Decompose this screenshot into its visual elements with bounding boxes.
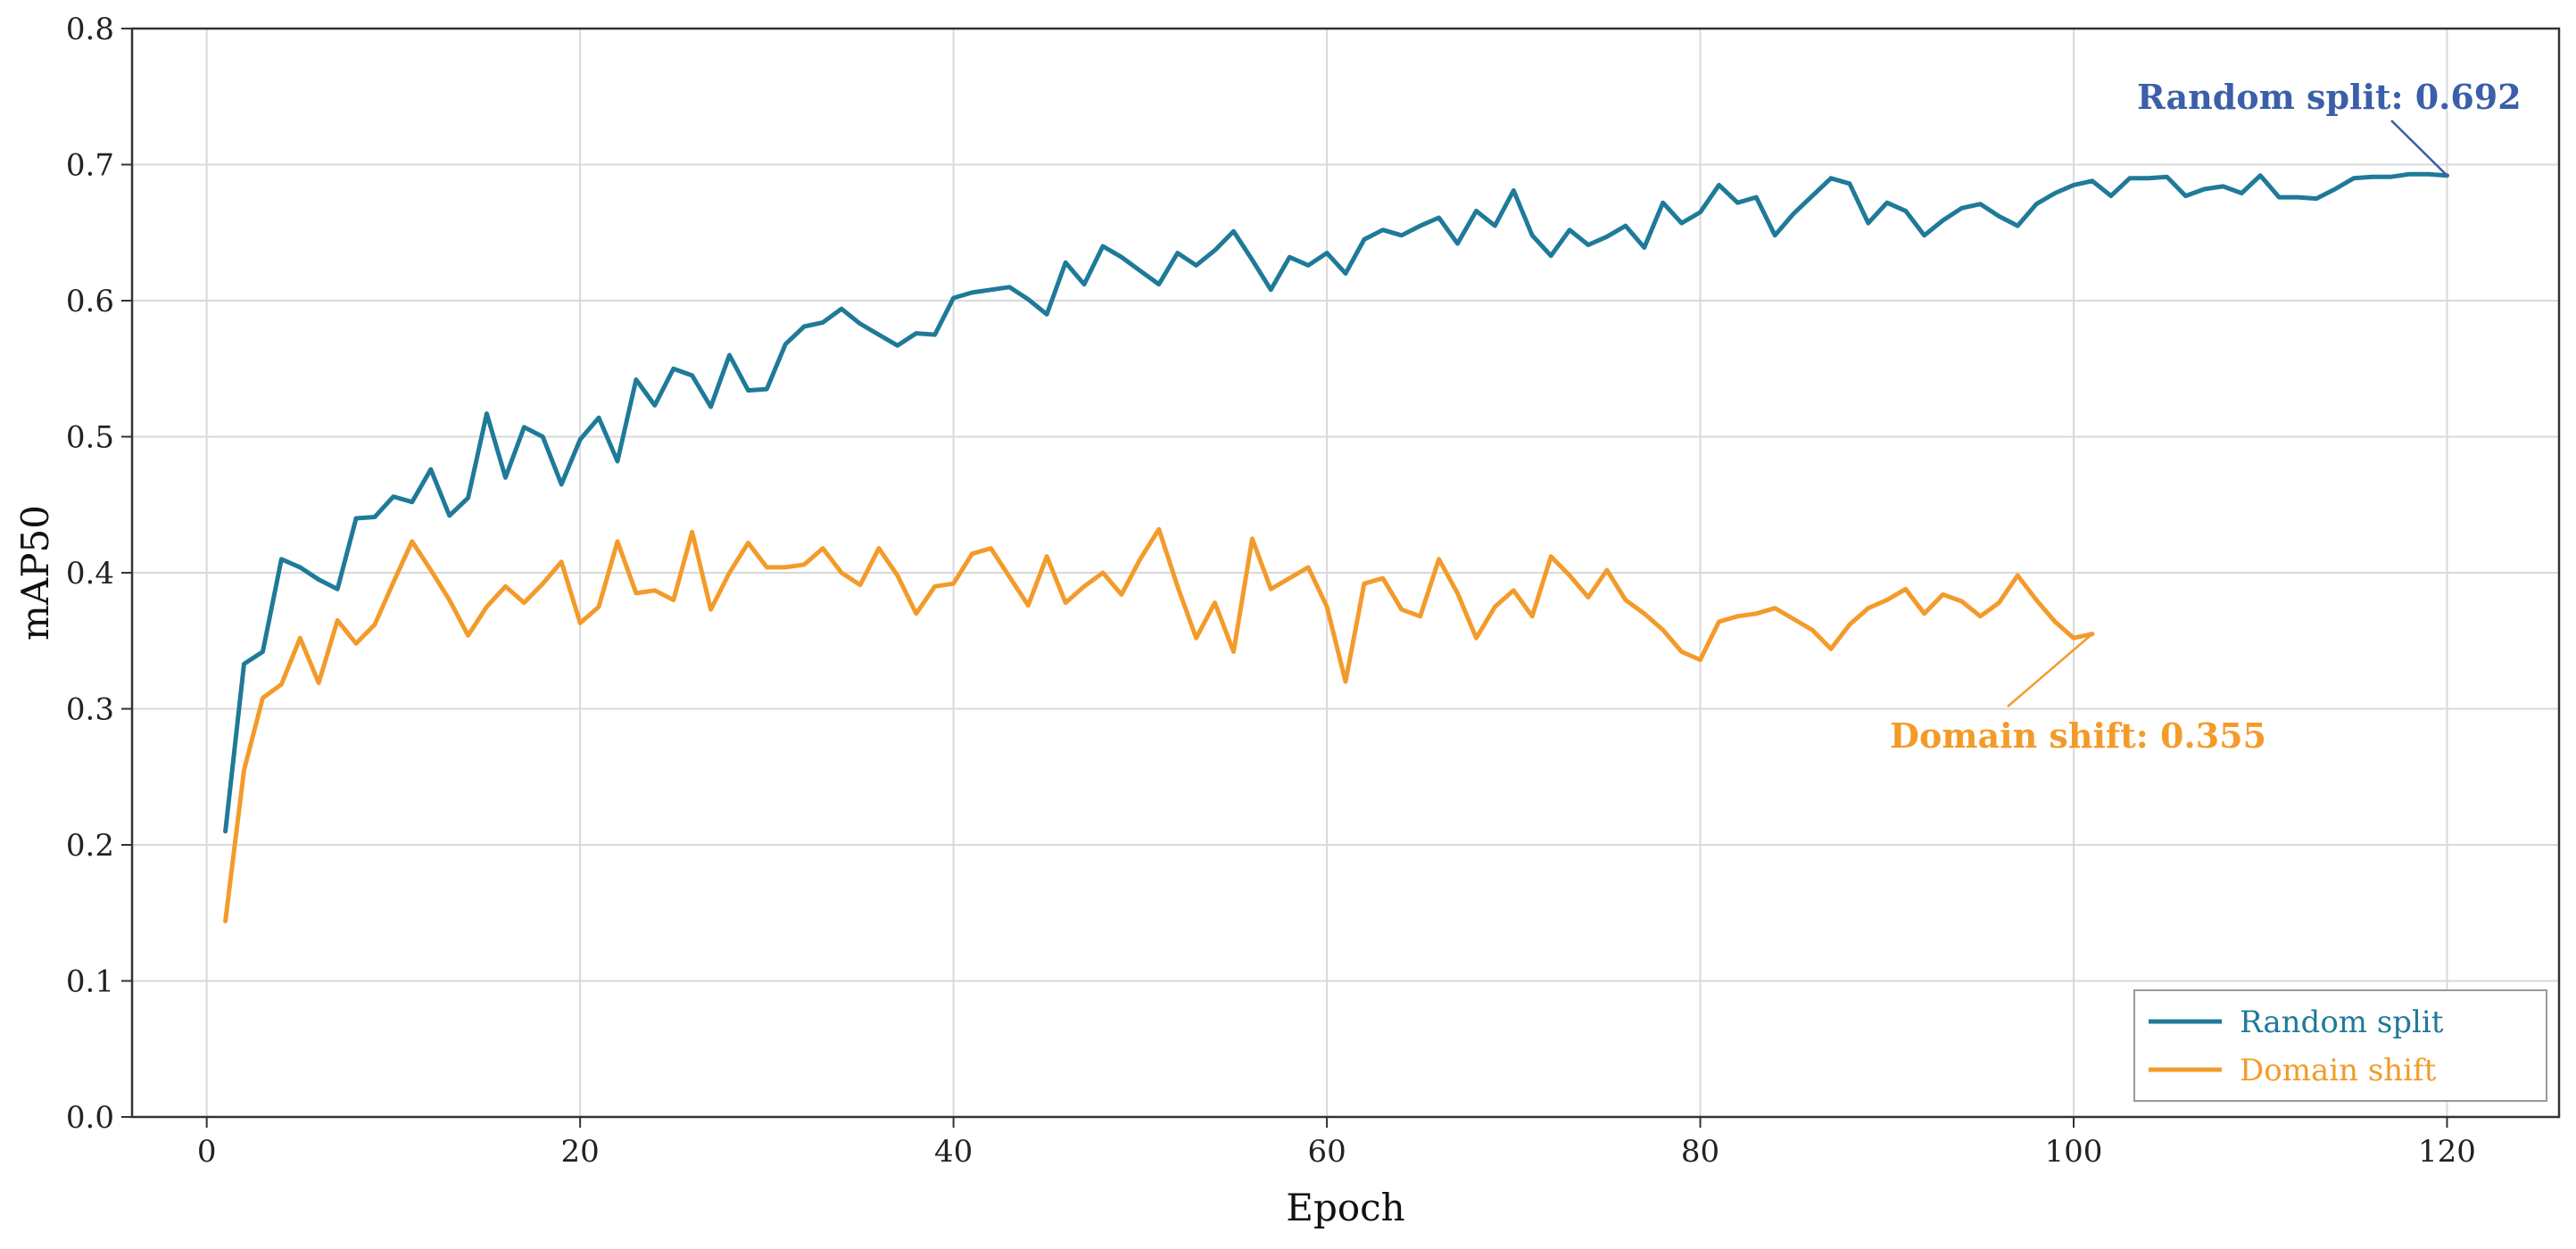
y-axis-title: mAP50 [13, 505, 57, 641]
ticks: 0 20 40 60 80 100 120 0.0 0.1 0.2 0.3 0.4 0.5 0.6 0.7 0… [66, 12, 2476, 1170]
annotation-label: Domain shift: 0.355 [1890, 715, 2266, 756]
y-tick-label: 0.3 [66, 692, 114, 728]
series-line-domain-shift [223, 526, 2095, 923]
y-tick-label: 0.4 [66, 556, 114, 591]
legend-label-domain-shift: Domain shift [2240, 1053, 2437, 1088]
y-tick-label: 0.7 [66, 148, 114, 184]
y-tick-label: 0.0 [66, 1100, 114, 1136]
x-tick-label: 100 [2045, 1134, 2103, 1170]
y-tick-label: 0.2 [66, 828, 114, 864]
y-tick-label: 0.1 [66, 964, 114, 1000]
y-tick-label: 0.8 [66, 12, 114, 47]
x-axis-title: Epoch [1286, 1186, 1404, 1229]
x-tick-label: 80 [1681, 1134, 1719, 1170]
x-tick-label: 20 [561, 1134, 600, 1170]
x-tick-label: 60 [1307, 1134, 1346, 1170]
annotation-label: Random split: 0.692 [2137, 77, 2522, 117]
annotation-leader-line [2390, 120, 2448, 177]
series-line-random-split [223, 171, 2449, 834]
legend-box [2133, 989, 2547, 1102]
legend-label-random-split: Random split [2240, 1005, 2444, 1040]
x-tick-label: 120 [2418, 1134, 2476, 1170]
annotation-leader-line [2007, 633, 2093, 707]
y-tick-label: 0.6 [66, 284, 114, 319]
x-tick-label: 40 [934, 1134, 973, 1170]
annotations: Random split: 0.692 Domain shift: 0.355 [1890, 77, 2522, 756]
series-layer [223, 171, 2449, 923]
x-tick-label: 0 [197, 1134, 217, 1170]
y-tick-label: 0.5 [66, 420, 114, 456]
legend: Random split Domain shift [2133, 989, 2547, 1102]
